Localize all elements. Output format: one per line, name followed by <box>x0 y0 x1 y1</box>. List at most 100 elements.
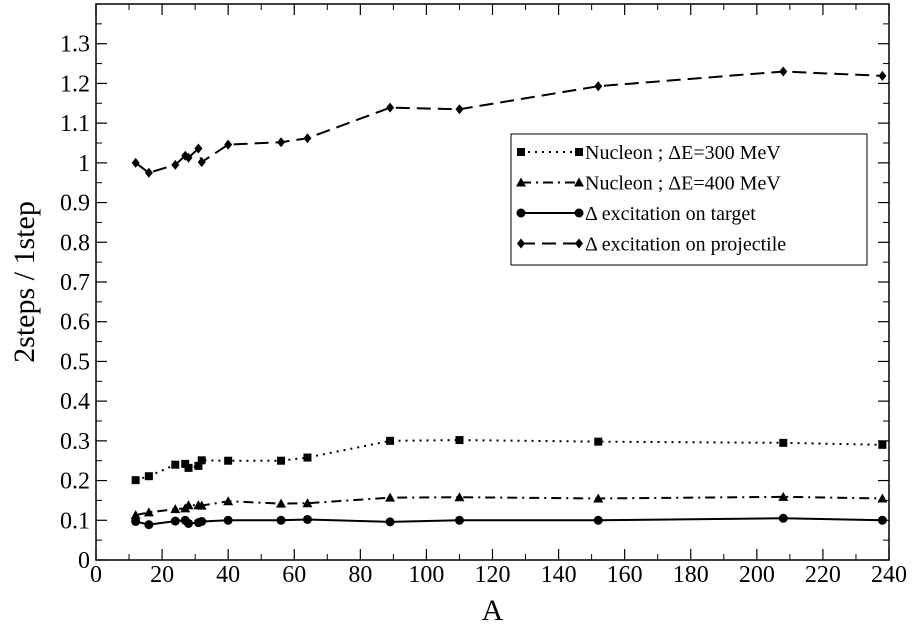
legend-label: Nucleon ; ΔE=400 MeV <box>585 173 781 195</box>
data-point-diamond <box>184 152 193 163</box>
data-point-diamond <box>171 159 180 170</box>
data-point-diamond <box>144 167 153 178</box>
data-point-square <box>779 438 788 447</box>
x-tick-label: 40 <box>216 562 240 588</box>
data-point-diamond <box>594 81 603 92</box>
data-point-square <box>144 472 153 481</box>
data-point-square <box>194 461 203 470</box>
y-axis-label: 2steps / 1step <box>8 201 41 363</box>
data-point-triangle <box>170 504 181 514</box>
data-point-circle <box>131 516 141 526</box>
legend-item: Δ excitation on projectile <box>517 234 786 256</box>
legend-item: Nucleon ; ΔE=300 MeV <box>517 142 781 164</box>
legend-marker <box>575 238 583 249</box>
legend-marker <box>517 238 525 249</box>
legend-item: Δ excitation on target <box>516 203 756 225</box>
series-line <box>135 70 883 174</box>
y-tick-label: 0.7 <box>60 270 90 296</box>
data-point-circle <box>170 516 180 526</box>
x-tick-label: 0 <box>90 562 102 588</box>
y-tick-label: 0.2 <box>60 469 90 495</box>
y-tick-label: 0 <box>78 548 90 574</box>
data-point-circle <box>778 513 788 523</box>
data-point-triangle <box>223 496 234 506</box>
series-1 <box>131 436 887 485</box>
x-tick-label: 20 <box>150 562 174 588</box>
series-line <box>135 439 883 482</box>
legend-marker <box>574 208 584 218</box>
y-tick-label: 0.4 <box>60 389 90 415</box>
data-point-square <box>303 453 312 462</box>
data-point-square <box>184 463 193 472</box>
data-point-triangle <box>302 498 313 508</box>
legend: Nucleon ; ΔE=300 MeV Nucleon ; ΔE=400 MeV… <box>510 133 868 266</box>
series-4 <box>131 66 887 178</box>
data-point-square <box>277 456 286 465</box>
y-tick-label: 0.1 <box>60 508 90 534</box>
y-tick-label: 1.3 <box>60 32 90 58</box>
series-line <box>135 495 883 517</box>
legend-label: Δ excitation on target <box>585 203 756 225</box>
data-point-circle <box>454 515 464 525</box>
data-point-triangle <box>276 498 287 508</box>
axes: 0 20 40 60 80 100 120 140 160 180 200 220 240 0 0.1 0.2… <box>60 3 907 588</box>
legend-marker <box>516 208 526 218</box>
data-point-square <box>131 476 140 485</box>
data-point-triangle <box>183 500 194 510</box>
data-point-circle <box>276 515 286 525</box>
y-tick-label: 0.3 <box>60 429 90 455</box>
data-point-diamond <box>455 104 464 115</box>
data-point-circle <box>302 514 312 524</box>
x-tick-label: 100 <box>408 562 444 588</box>
data-point-circle <box>197 516 207 526</box>
data-point-circle <box>144 520 154 530</box>
data-point-circle <box>877 515 887 525</box>
x-tick-label: 160 <box>607 562 643 588</box>
data-point-circle <box>593 515 603 525</box>
data-point-circle <box>385 517 395 527</box>
series-2 <box>130 491 888 520</box>
data-point-triangle <box>143 507 154 517</box>
y-tick-label: 1.2 <box>60 71 90 97</box>
data-point-triangle <box>778 491 789 501</box>
y-tick-label: 0.6 <box>60 310 90 336</box>
data-point-triangle <box>130 510 141 520</box>
x-tick-label: 80 <box>348 562 372 588</box>
data-point-square <box>455 436 464 445</box>
data-point-square <box>878 440 887 449</box>
data-point-diamond <box>197 157 206 168</box>
x-tick-label: 180 <box>673 562 709 588</box>
data-point-triangle <box>877 493 888 503</box>
data-point-diamond <box>878 70 887 81</box>
plot-frame <box>95 3 890 561</box>
data-point-diamond <box>131 157 140 168</box>
data-point-square <box>224 456 233 465</box>
data-point-diamond <box>224 139 233 150</box>
data-point-square <box>386 436 395 445</box>
data-point-triangle <box>454 492 465 502</box>
data-point-square <box>594 437 603 446</box>
data-point-triangle <box>593 493 604 503</box>
x-tick-label: 200 <box>739 562 775 588</box>
data-point-circle <box>184 518 194 528</box>
data-point-diamond <box>303 133 312 144</box>
y-tick-label: 0.5 <box>60 349 90 375</box>
x-tick-label: 60 <box>282 562 306 588</box>
series-layer <box>130 66 888 530</box>
y-tick-label: 1.1 <box>60 111 90 137</box>
legend-marker <box>574 177 584 187</box>
y-tick-label: 0.9 <box>60 191 90 217</box>
legend-label: Nucleon ; ΔE=300 MeV <box>585 142 781 164</box>
legend-item: Nucleon ; ΔE=400 MeV <box>516 173 781 195</box>
data-point-triangle <box>385 492 396 502</box>
x-tick-label: 220 <box>805 562 841 588</box>
data-point-triangle <box>196 500 207 510</box>
legend-marker <box>575 148 583 156</box>
data-point-diamond <box>194 143 203 154</box>
x-tick-label: 240 <box>871 562 907 588</box>
legend-label: Δ excitation on projectile <box>585 234 786 256</box>
data-point-diamond <box>386 102 395 113</box>
data-point-square <box>171 460 180 469</box>
legend-marker <box>517 148 525 156</box>
